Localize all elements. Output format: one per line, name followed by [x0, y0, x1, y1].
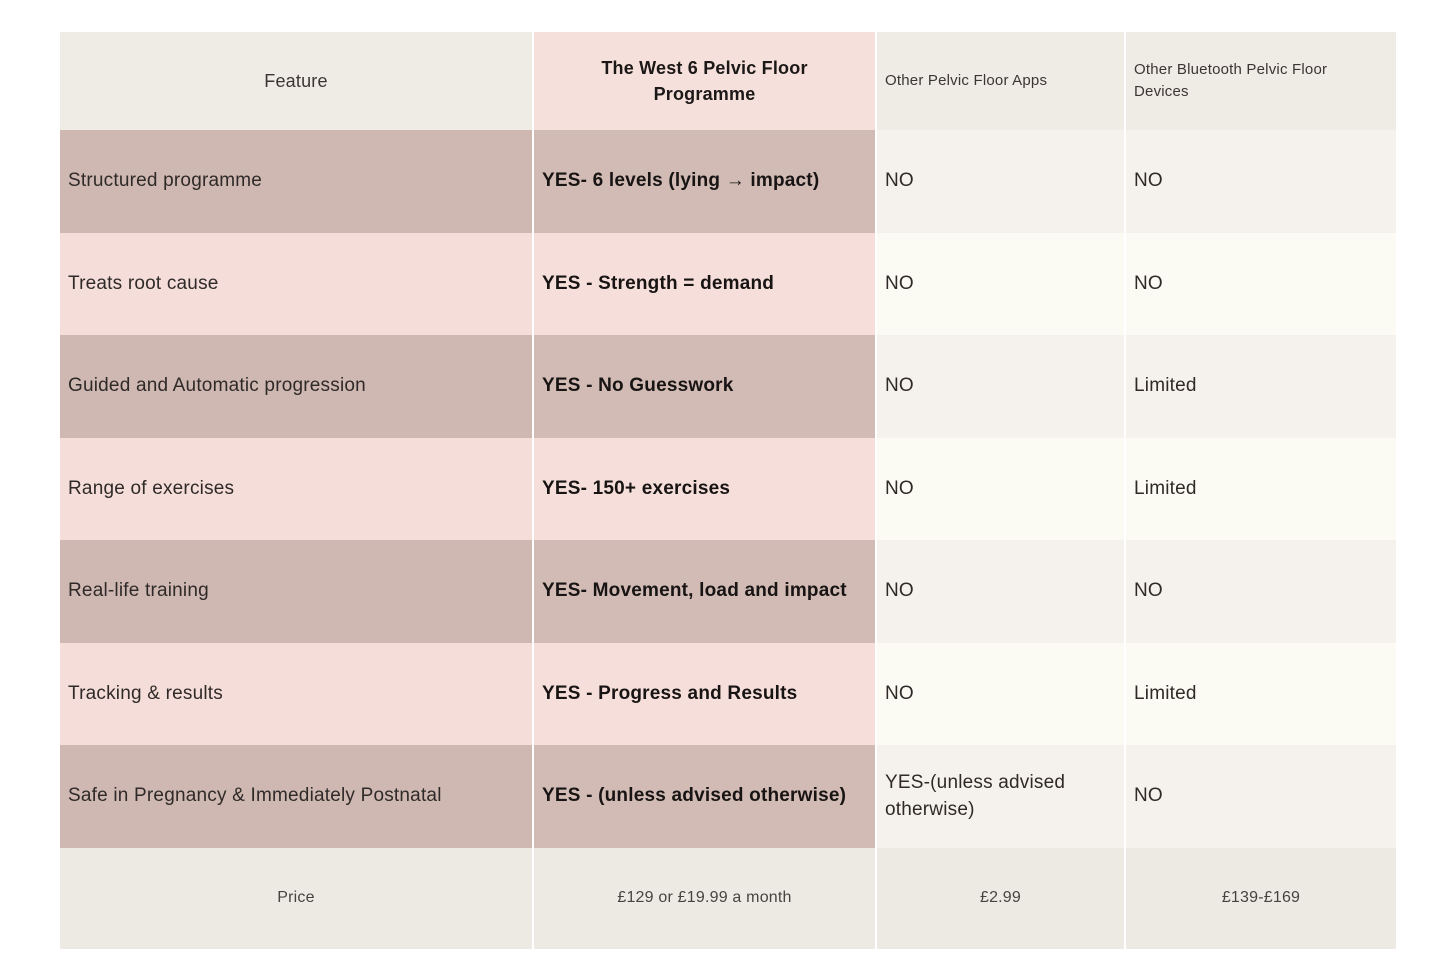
west6-cell: YES - Strength = demand: [534, 232, 875, 335]
feature-cell: Safe in Pregnancy & Immediately Postnata…: [60, 745, 532, 848]
devices-cell: Limited: [1126, 642, 1396, 745]
west6-cell: YES - Progress and Results: [534, 642, 875, 745]
west6-cell: YES- Movement, load and impact: [534, 540, 875, 643]
apps-cell: NO: [877, 642, 1124, 745]
west6-cell: YES - No Guesswork: [534, 335, 875, 438]
devices-cell: NO: [1126, 232, 1396, 335]
devices-cell: Limited: [1126, 437, 1396, 540]
feature-cell: Treats root cause: [60, 232, 532, 335]
apps-cell: YES-(unless advised otherwise): [877, 745, 1124, 848]
price-label-cell: Price: [60, 847, 532, 949]
price-devices-cell: £139-£169: [1126, 847, 1396, 949]
west6-cell: YES- 150+ exercises: [534, 437, 875, 540]
apps-cell: NO: [877, 232, 1124, 335]
price-west6-cell: £129 or £19.99 a month: [534, 847, 875, 949]
col-header-other-apps: Other Pelvic Floor Apps: [877, 32, 1124, 130]
feature-comparison-table: Feature The West 6 Pelvic Floor Programm…: [60, 32, 1396, 949]
west6-cell: YES - (unless advised otherwise): [534, 745, 875, 848]
apps-cell: NO: [877, 335, 1124, 438]
feature-cell: Range of exercises: [60, 437, 532, 540]
devices-cell: NO: [1126, 130, 1396, 233]
devices-cell: NO: [1126, 745, 1396, 848]
devices-cell: NO: [1126, 540, 1396, 643]
devices-cell: Limited: [1126, 335, 1396, 438]
feature-cell: Real-life training: [60, 540, 532, 643]
price-apps-cell: £2.99: [877, 847, 1124, 949]
apps-cell: NO: [877, 540, 1124, 643]
feature-cell: Guided and Automatic progression: [60, 335, 532, 438]
apps-cell: NO: [877, 437, 1124, 540]
feature-cell: Structured programme: [60, 130, 532, 233]
feature-cell: Tracking & results: [60, 642, 532, 745]
col-header-west6-programme: The West 6 Pelvic Floor Programme: [534, 32, 875, 130]
west6-cell: YES- 6 levels (lying → impact): [534, 130, 875, 233]
col-header-other-devices: Other Bluetooth Pelvic Floor Devices: [1126, 32, 1396, 130]
apps-cell: NO: [877, 130, 1124, 233]
col-header-feature: Feature: [60, 32, 532, 130]
